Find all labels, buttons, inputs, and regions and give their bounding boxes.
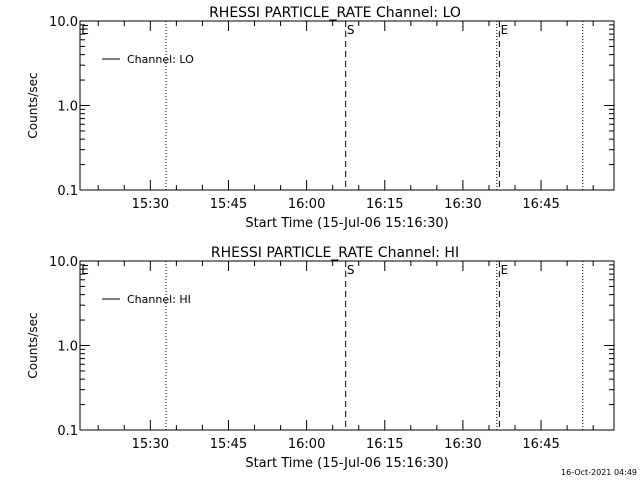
x-tick-label: 16:15 bbox=[366, 197, 403, 212]
x-tick-label: 15:30 bbox=[132, 437, 169, 452]
x-axis-label: Start Time (15-Jul-06 15:16:30) bbox=[245, 456, 448, 471]
x-tick-label: 16:45 bbox=[522, 437, 559, 452]
x-tick-label: 16:30 bbox=[444, 197, 481, 212]
y-tick-label: 0.1 bbox=[57, 184, 78, 199]
y-axis-label: Counts/sec bbox=[26, 72, 40, 138]
x-tick-label: 16:45 bbox=[522, 197, 559, 212]
y-axis-label: Counts/sec bbox=[26, 312, 40, 378]
marker-label: E bbox=[81, 23, 89, 37]
x-tick-label: 16:15 bbox=[366, 437, 403, 452]
legend-label: Channel: LO bbox=[127, 53, 194, 66]
marker-label: E bbox=[501, 23, 509, 37]
y-tick-label: 1.0 bbox=[57, 100, 78, 115]
marker-label: E bbox=[81, 263, 89, 277]
y-tick-label: 10.0 bbox=[49, 255, 78, 270]
plot-frame bbox=[79, 260, 615, 431]
y-tick-label: 0.1 bbox=[57, 424, 78, 439]
chart-title: RHESSI PARTICLE_RATE Channel: LO bbox=[209, 5, 461, 21]
x-tick-label: 15:30 bbox=[132, 197, 169, 212]
x-tick-label: 16:00 bbox=[288, 197, 325, 212]
x-tick-label: 16:30 bbox=[444, 437, 481, 452]
legend-label: Channel: HI bbox=[127, 293, 191, 306]
y-tick-label: 1.0 bbox=[57, 340, 78, 355]
chart-title: RHESSI PARTICLE_RATE Channel: HI bbox=[211, 245, 459, 261]
x-tick-label: 15:45 bbox=[210, 437, 247, 452]
x-axis-label: Start Time (15-Jul-06 15:16:30) bbox=[245, 216, 448, 231]
marker-label: E bbox=[501, 263, 509, 277]
plot-frame bbox=[79, 20, 615, 191]
marker-label: S bbox=[347, 23, 355, 37]
x-tick-label: 16:00 bbox=[288, 437, 325, 452]
x-tick-label: 15:45 bbox=[210, 197, 247, 212]
y-tick-label: 10.0 bbox=[49, 15, 78, 30]
marker-label: S bbox=[347, 263, 355, 277]
footer-timestamp: 16-Oct-2021 04:49 bbox=[561, 468, 637, 477]
